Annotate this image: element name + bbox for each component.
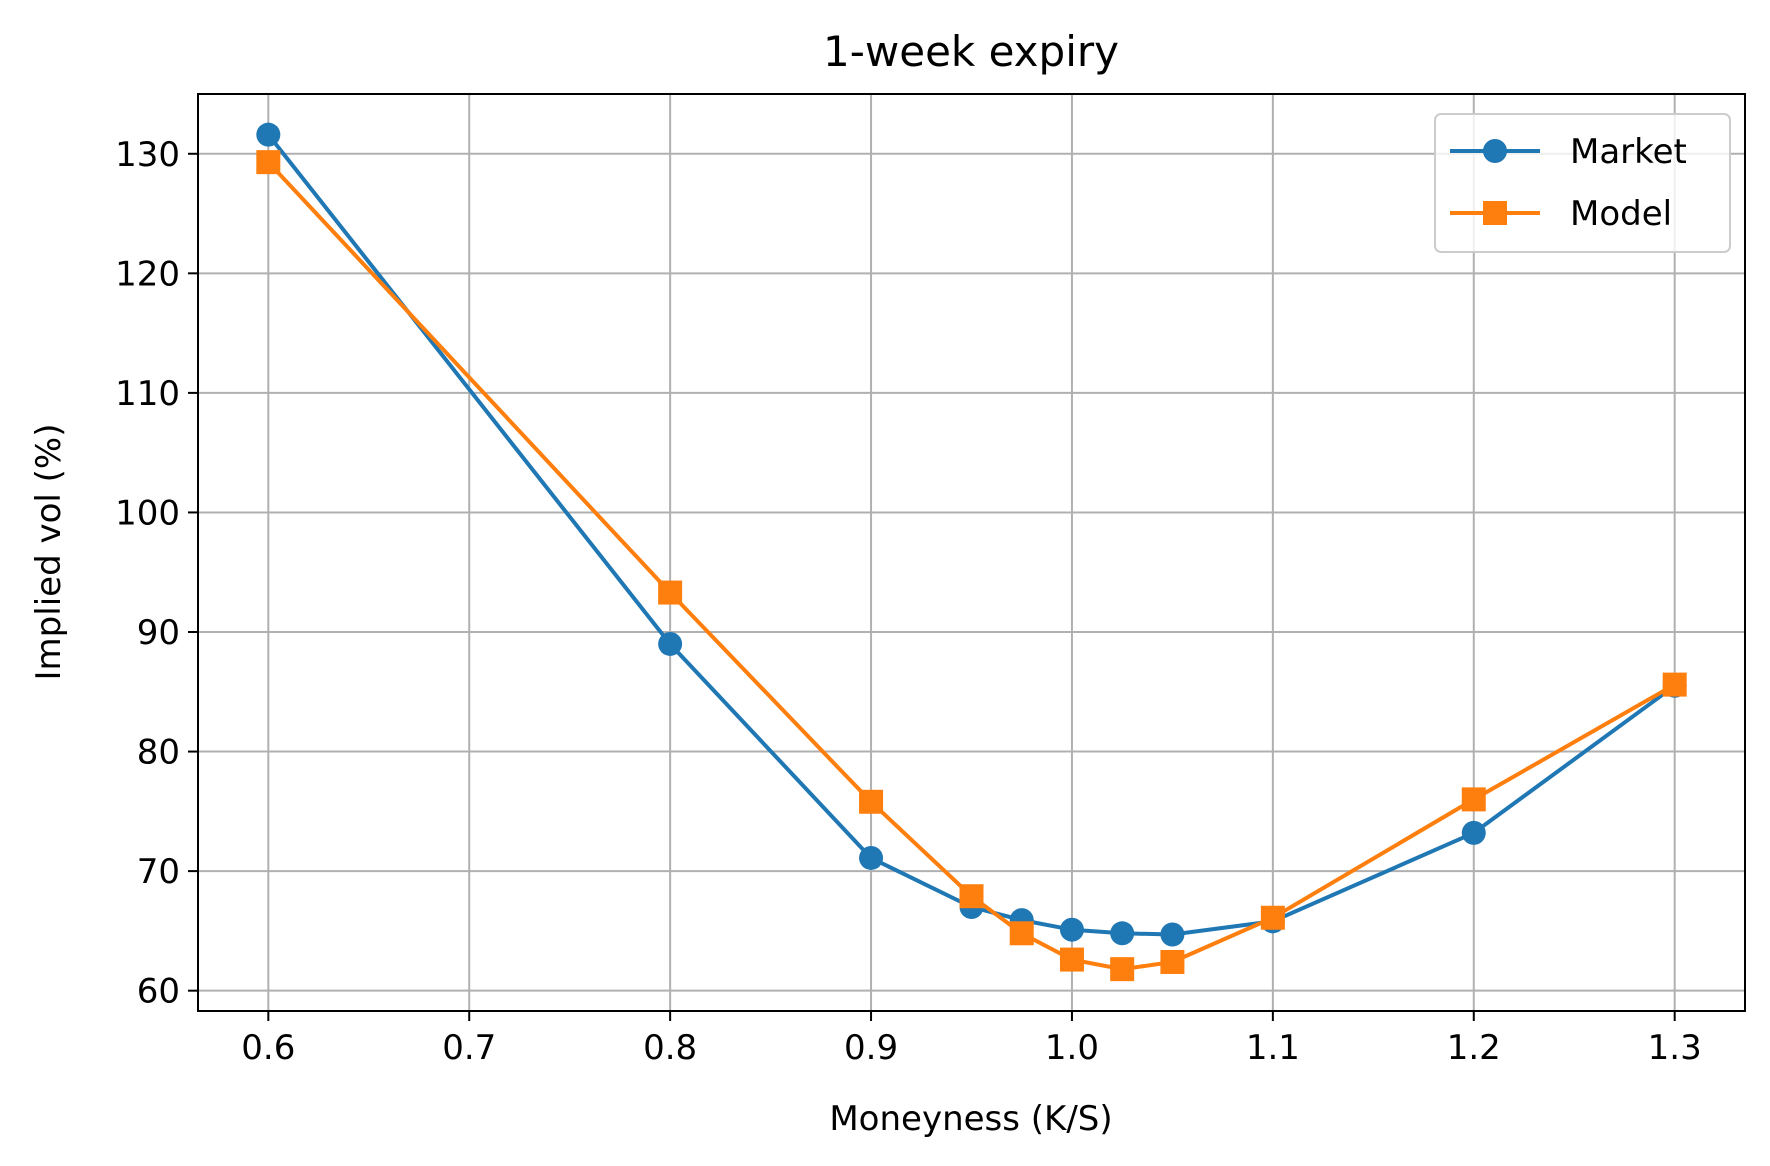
x-tick-label: 1.2 xyxy=(1447,1028,1501,1068)
x-tick-label: 0.9 xyxy=(844,1028,898,1068)
series-layer xyxy=(256,122,1687,982)
chart-title: 1-week expiry xyxy=(823,27,1119,76)
data-point-market xyxy=(256,122,281,147)
legend-label-model: Model xyxy=(1570,194,1672,234)
legend-label-market: Market xyxy=(1570,132,1687,172)
legend-marker-model xyxy=(1483,201,1507,225)
y-tick-label: 90 xyxy=(137,613,180,653)
data-point-market xyxy=(658,631,683,656)
data-point-model xyxy=(256,150,281,175)
y-tick-label: 100 xyxy=(115,493,180,533)
y-tick-label: 130 xyxy=(115,135,180,175)
data-point-market xyxy=(1160,922,1185,947)
y-tick-label: 70 xyxy=(137,852,180,892)
x-tick-label: 0.8 xyxy=(643,1028,697,1068)
plot-frame xyxy=(197,93,1746,1012)
data-point-model xyxy=(1009,921,1034,946)
y-tick-label: 60 xyxy=(137,972,180,1012)
legend-marker-market xyxy=(1483,139,1507,163)
data-point-model xyxy=(859,789,884,814)
y-axis-label: Implied vol (%) xyxy=(29,424,69,681)
data-point-market xyxy=(859,845,884,870)
x-tick-label: 1.1 xyxy=(1246,1028,1300,1068)
data-point-model xyxy=(658,580,683,605)
x-axis-label: Moneyness (K/S) xyxy=(829,1099,1112,1139)
series-line-market xyxy=(266,133,1676,937)
x-tick-label: 0.6 xyxy=(241,1028,295,1068)
data-point-market xyxy=(1110,921,1135,946)
y-tick-label: 80 xyxy=(137,733,180,773)
data-point-model xyxy=(1160,949,1185,974)
data-point-market xyxy=(1461,820,1486,845)
ticks: 0.6 0.7 0.8 0.9 1.0 1.1 1.2 1.3 60 70 80 90 100 110 12… xyxy=(115,135,1702,1068)
data-point-model xyxy=(1110,957,1135,982)
y-tick-label: 110 xyxy=(115,374,180,414)
grid xyxy=(198,94,1745,1011)
data-point-model xyxy=(1260,905,1285,930)
x-tick-label: 1.0 xyxy=(1045,1028,1099,1068)
data-point-model xyxy=(1059,947,1084,972)
series-line-model xyxy=(266,160,1676,972)
data-point-model xyxy=(1461,787,1486,812)
data-point-model xyxy=(959,884,984,909)
data-point-model xyxy=(1662,672,1687,697)
data-point-market xyxy=(1059,917,1084,942)
x-tick-label: 1.3 xyxy=(1648,1028,1702,1068)
y-tick-label: 120 xyxy=(115,254,180,294)
legend: Market Model xyxy=(1434,113,1731,253)
legend-box xyxy=(1434,113,1731,253)
x-tick-label: 0.7 xyxy=(442,1028,496,1068)
